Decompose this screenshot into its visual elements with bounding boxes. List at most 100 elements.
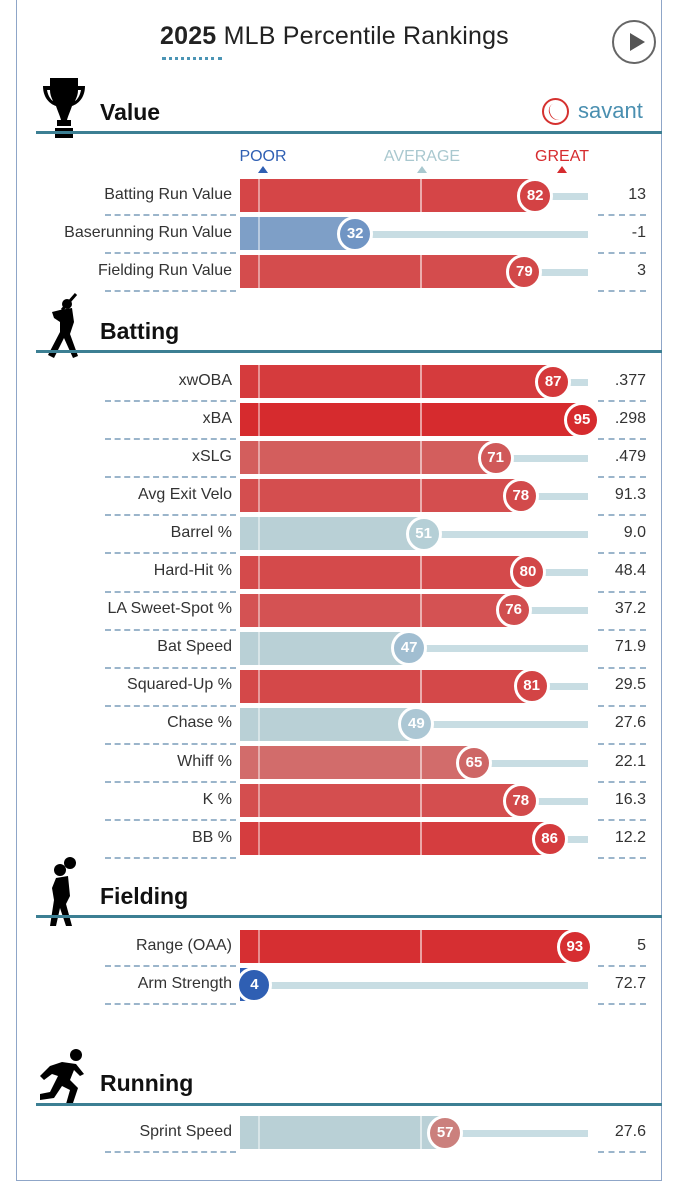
bar-guide-line [258,217,260,251]
row-separator [105,252,236,255]
average-guide-line [420,746,422,779]
metric-value: 22.1 [614,752,646,770]
percentile-track [445,1129,588,1137]
percentile-badge: 49 [398,706,435,743]
legend-poor: POOR [228,148,298,173]
chart-frame [16,0,662,1181]
metric-value: 48.4 [614,562,646,579]
section-title-fielding: Fielding [100,883,189,909]
average-guide-line [420,403,422,437]
percentile-track [535,192,588,200]
row-separator [105,290,236,293]
metric-label: Baserunning Run Value [64,223,232,241]
play-button[interactable] [612,20,656,64]
average-guide-line [420,822,422,856]
row-separator [105,857,236,860]
row-separator [105,590,236,593]
row-separator [598,857,646,860]
percentile-badge: 95 [564,401,600,438]
section-rule-fielding [36,915,662,918]
row-separator [598,438,646,441]
percentile-badge: 51 [405,515,442,552]
metric-value: 16.3 [614,790,646,808]
average-guide-line [420,441,422,475]
row-separator [105,704,236,707]
row-separator [105,514,236,517]
average-guide-line [420,555,422,589]
percentile-badge: 80 [510,554,546,590]
section-rule-batting [36,350,662,353]
bar-guide-line [258,631,260,665]
percentile-bar [240,1116,446,1149]
bar-guide-line [258,746,260,779]
row-separator [105,214,236,216]
average-guide-line [420,1116,422,1149]
metric-value: 13 [628,185,646,203]
metric-label: xSLG [191,447,232,465]
runner-icon [40,1049,84,1106]
bar-guide-line [258,707,260,741]
metric-label: LA Sweet-Spot % [107,600,232,618]
bar-guide-line [258,555,260,589]
percentile-bar [240,822,550,856]
percentile-bar [240,669,532,703]
section-rule-running [36,1103,662,1106]
row-separator [598,965,646,967]
average-guide-line [420,784,422,818]
metric-value: 27.6 [614,1122,646,1140]
metric-value: 29.5 [614,676,646,694]
bar-guide-line [258,593,260,627]
section-title-value: Value [100,99,161,125]
metric-value: 12.2 [614,828,646,846]
row-separator [105,628,236,631]
bar-guide-line [258,179,260,212]
metric-label: Avg Exit Velo [138,485,232,503]
metric-label: Fielding Run Value [97,261,232,279]
metric-value: 9.0 [623,523,646,541]
percentile-badge: 81 [513,668,550,705]
percentile-bar [240,593,514,627]
percentile-bar [240,930,575,963]
row-separator [105,819,236,822]
metric-label: K % [202,790,232,808]
row-separator [598,781,646,783]
metric-label: Chase % [167,714,232,732]
row-separator [598,252,646,255]
percentile-badge: 78 [502,477,539,514]
row-separator [598,290,646,293]
section-rule-value [36,131,662,134]
average-guide-line [420,930,422,963]
average-guide-line [420,179,422,212]
percentile-badge: 93 [556,928,593,965]
metric-value: -1 [631,223,646,241]
percentile-badge: 86 [531,820,568,857]
percentile-badge: 57 [427,1114,464,1151]
legend-great: GREAT [527,148,597,173]
metric-value: .298 [614,409,646,427]
percentile-bar [240,217,356,251]
section-title-batting: Batting [100,318,180,344]
row-separator [598,628,646,631]
percentile-badge: 4 [236,966,273,1003]
average-guide-line [420,365,422,398]
row-separator [598,1003,646,1006]
percentile-bar [240,179,536,212]
row-separator [105,400,236,402]
percentile-track [416,721,588,729]
row-separator [598,666,646,669]
percentile-bar [240,631,410,665]
percentile-badge: 32 [337,215,374,252]
row-separator [105,438,236,441]
percentile-badge: 79 [506,253,543,290]
batter-icon [48,293,78,358]
percentile-bar [240,479,521,513]
percentile-track [355,230,588,238]
percentile-bar [240,403,582,437]
metric-label: Batting Run Value [104,185,232,203]
bar-guide-line [258,1116,260,1149]
bar-guide-line [258,822,260,856]
row-separator [105,742,236,745]
percentile-bar [240,517,424,551]
percentile-bar [240,255,525,289]
row-separator [598,742,646,745]
